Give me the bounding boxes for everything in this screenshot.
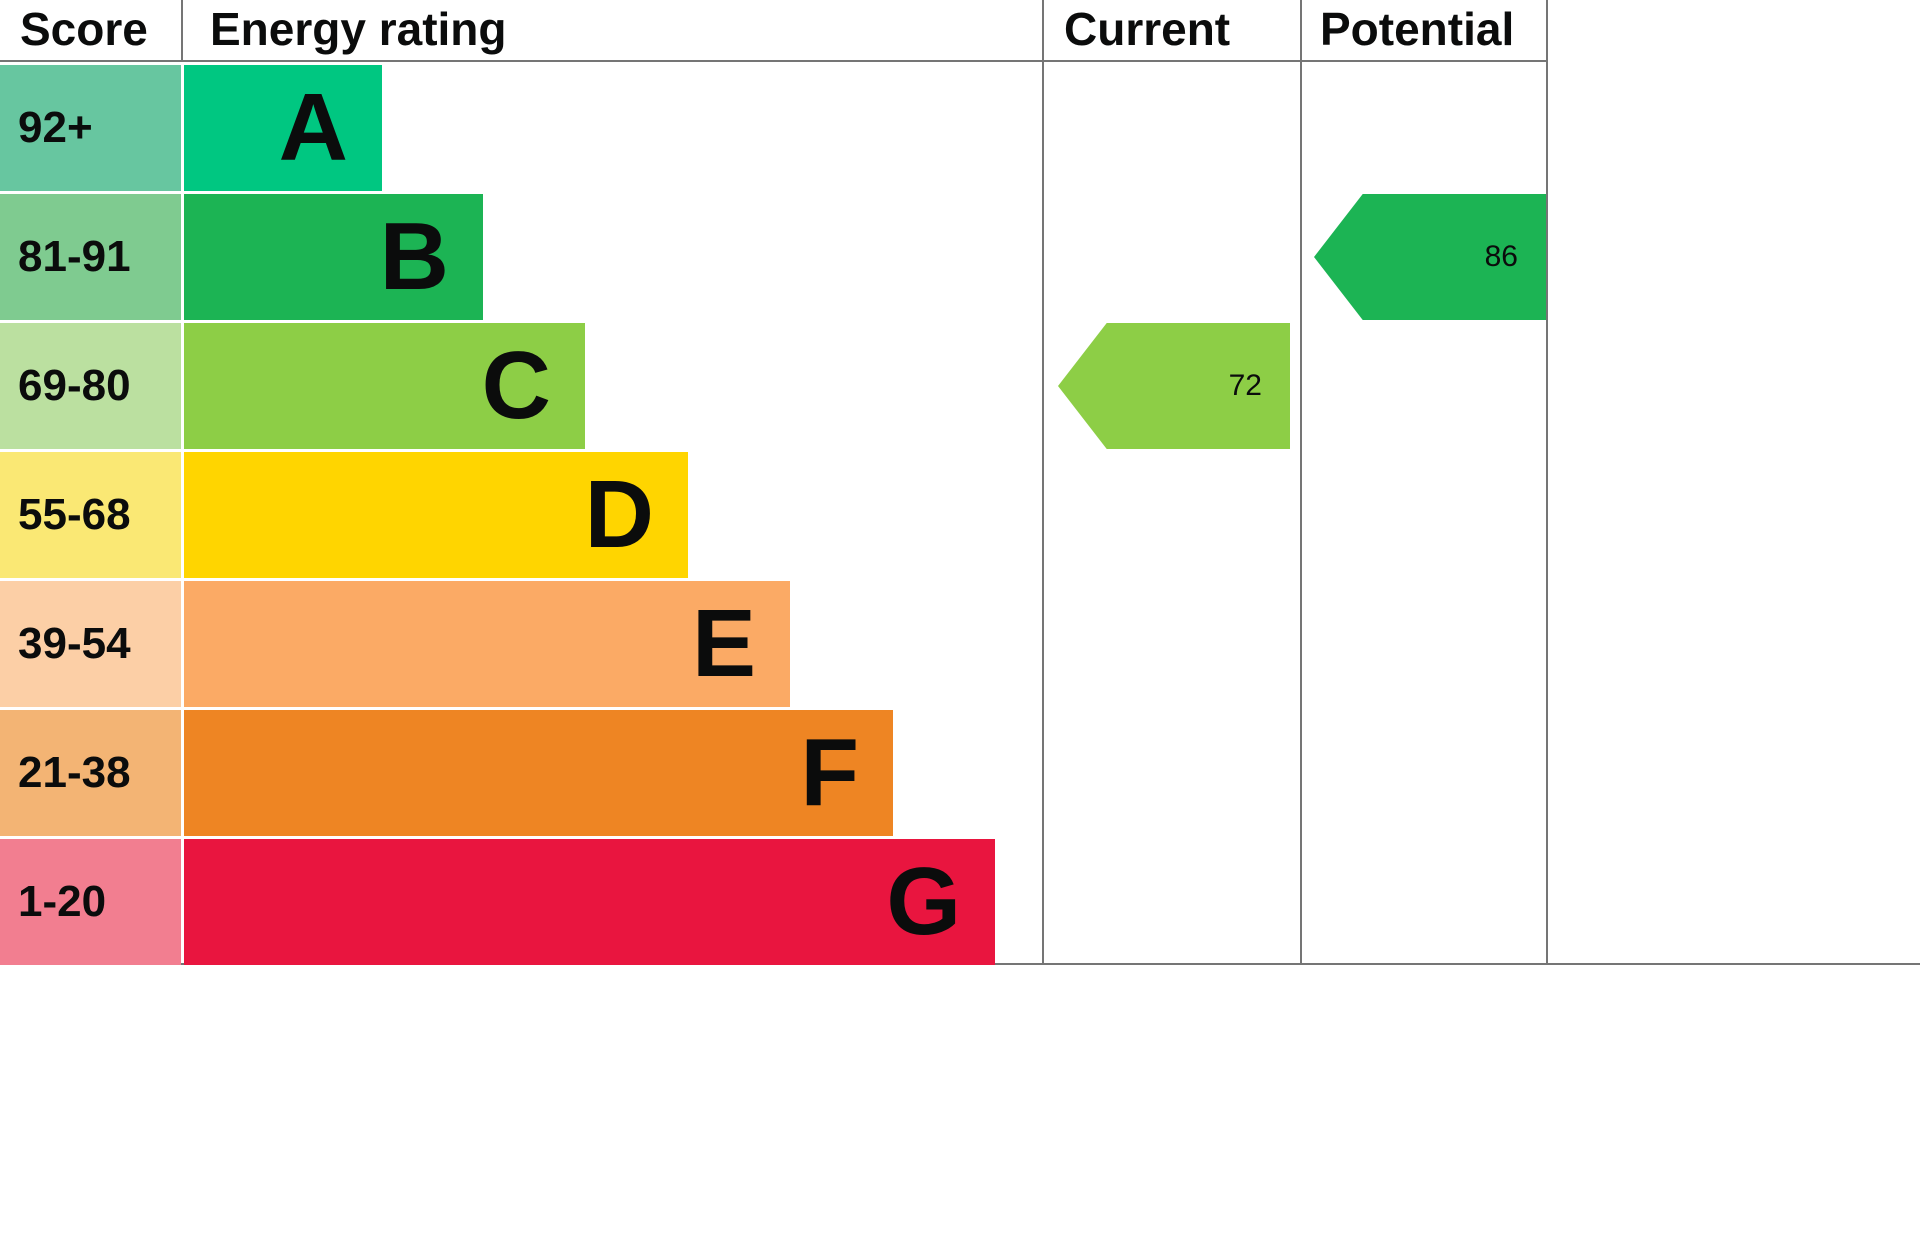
band-bar-f: F: [184, 710, 893, 836]
potential-rating-value: 86: [1484, 240, 1518, 273]
current-column-divider: [1042, 0, 1044, 965]
band-row-a: 92+ A: [0, 65, 1042, 191]
band-letter-e: E: [691, 590, 756, 697]
band-score-range-c: 69-80: [0, 323, 181, 449]
band-row-b: 81-91 B: [0, 194, 1042, 320]
band-row-e: 39-54 E: [0, 581, 1042, 707]
band-bar-e: E: [184, 581, 790, 707]
band-letter-c: C: [481, 332, 551, 439]
band-bar-b: B: [184, 194, 483, 320]
current-rating-value: 72: [1228, 369, 1262, 402]
band-score-range-d: 55-68: [0, 452, 181, 578]
band-letter-f: F: [800, 719, 859, 826]
band-bar-c: C: [184, 323, 585, 449]
band-row-c: 69-80 C: [0, 323, 1042, 449]
band-row-f: 21-38 F: [0, 710, 1042, 836]
band-letter-g: G: [886, 848, 961, 955]
table-right-border: [1546, 0, 1548, 965]
band-bar-d: D: [184, 452, 688, 578]
score-column-divider: [181, 0, 183, 60]
band-letter-a: A: [278, 74, 348, 181]
header-score: Score: [20, 3, 148, 55]
band-score-range-b: 81-91: [0, 194, 181, 320]
header-divider: [0, 60, 1548, 62]
potential-rating-arrow: 86: [1314, 194, 1546, 320]
band-row-d: 55-68 D: [0, 452, 1042, 578]
band-row-g: 1-20 G: [0, 839, 1042, 965]
band-letter-b: B: [379, 203, 449, 310]
band-bar-a: A: [184, 65, 382, 191]
band-score-range-g: 1-20: [0, 839, 181, 965]
header-potential: Potential: [1320, 3, 1515, 55]
band-score-range-a: 92+: [0, 65, 181, 191]
band-letter-d: D: [584, 461, 654, 568]
current-rating-arrow: 72: [1058, 323, 1290, 449]
band-score-range-e: 39-54: [0, 581, 181, 707]
rating-bands: 92+ A 81-91 B 69-80 C 55-68 D 39-54 E 21…: [0, 65, 1042, 968]
potential-column-divider: [1300, 0, 1302, 965]
header-current: Current: [1064, 3, 1231, 55]
header-energy-rating: Energy rating: [210, 3, 507, 55]
band-score-range-f: 21-38: [0, 710, 181, 836]
band-bar-g: G: [184, 839, 995, 965]
